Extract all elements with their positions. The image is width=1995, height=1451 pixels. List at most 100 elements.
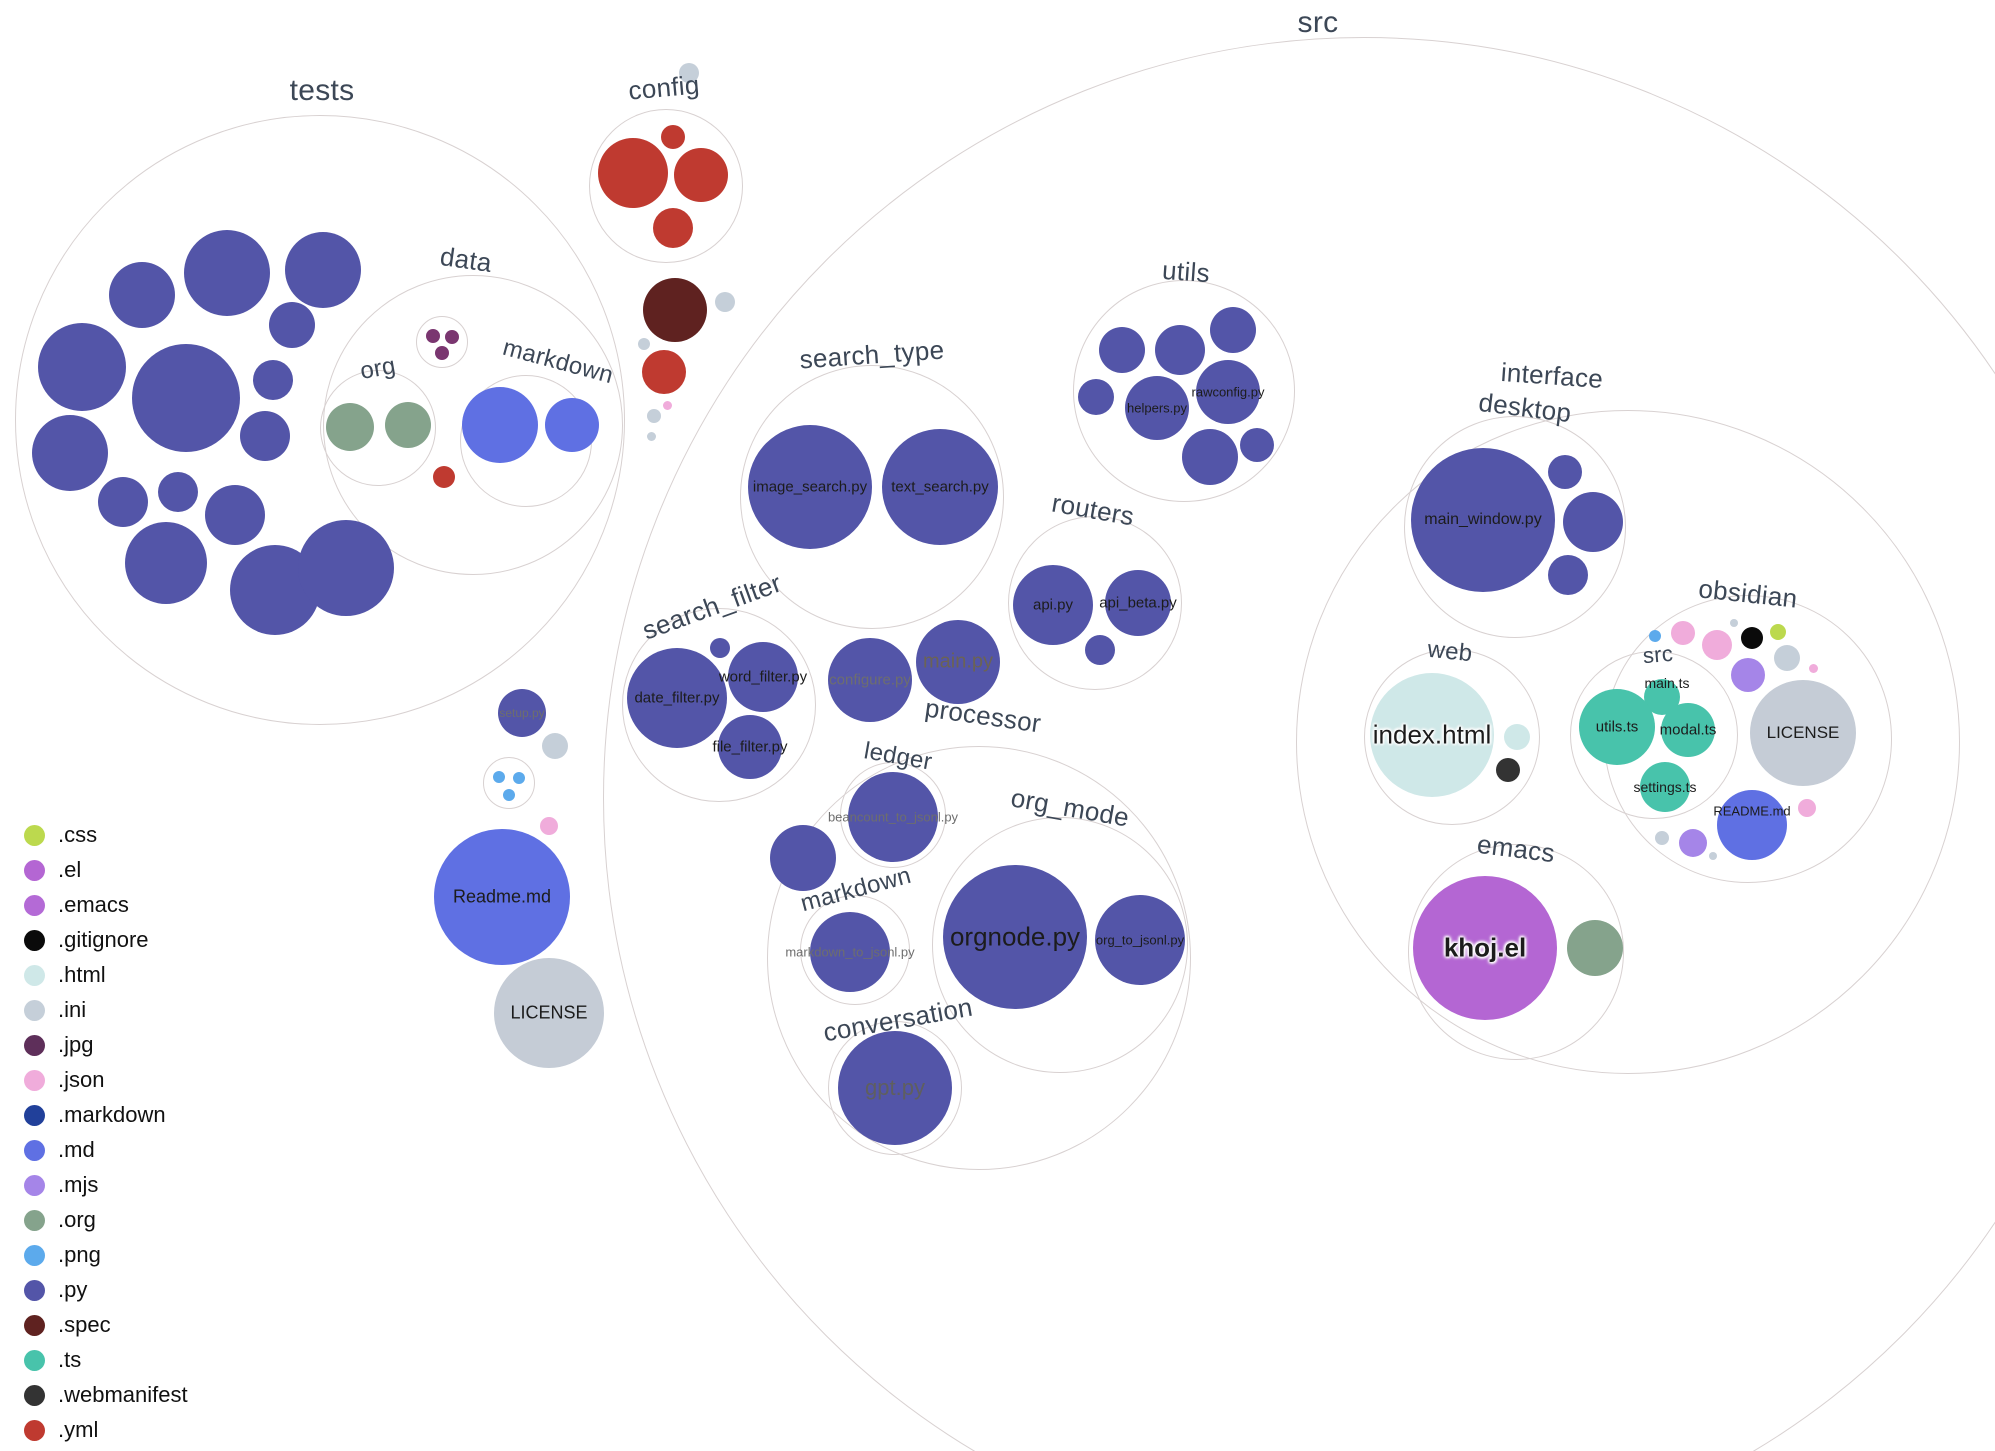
file-circle-yml-23[interactable] xyxy=(598,138,668,208)
folder-circle-tests[interactable] xyxy=(15,115,625,725)
file-circle-khoj.el[interactable] xyxy=(1413,876,1557,1020)
file-circle-spec-28[interactable] xyxy=(643,278,707,342)
file-circle-html-73[interactable] xyxy=(1504,724,1530,750)
file-circle-png-39[interactable] xyxy=(503,789,515,801)
file-circle-py-70[interactable] xyxy=(1563,492,1623,552)
file-circle-jpg-20[interactable] xyxy=(426,329,440,343)
file-circle-configure.py[interactable] xyxy=(828,638,912,722)
file-circle-LICENSE[interactable] xyxy=(1750,680,1856,786)
file-circle-gitignore-87[interactable] xyxy=(1741,627,1763,649)
file-circle-yml-26[interactable] xyxy=(653,208,693,248)
file-circle-yml-25[interactable] xyxy=(674,148,728,202)
file-circle-py-60[interactable] xyxy=(1182,429,1238,485)
file-circle-yml-31[interactable] xyxy=(642,350,686,394)
file-circle-org-76[interactable] xyxy=(1567,920,1623,976)
file-circle-py-61[interactable] xyxy=(1240,428,1274,462)
file-circle-date_filter.py[interactable] xyxy=(627,648,727,748)
folder-circle-conversation[interactable] xyxy=(828,1021,962,1155)
file-circle-jpg-22[interactable] xyxy=(435,346,449,360)
file-circle-webmanifest-74[interactable] xyxy=(1496,758,1520,782)
file-circle-api.py[interactable] xyxy=(1013,565,1093,645)
folder-circle-routers[interactable] xyxy=(1008,516,1182,690)
file-circle-utils.ts[interactable] xyxy=(1579,689,1655,765)
file-circle-py-54[interactable] xyxy=(1099,327,1145,373)
file-circle-md-18[interactable] xyxy=(545,398,599,452)
file-circle-json-84[interactable] xyxy=(1671,621,1695,645)
file-circle-markdown_to_jsonl.py[interactable] xyxy=(810,912,890,992)
file-circle-LICENSE[interactable] xyxy=(494,958,604,1068)
file-circle-rawconfig.py[interactable] xyxy=(1196,360,1260,424)
file-circle-py-62[interactable] xyxy=(770,825,836,891)
folder-circle-org_mode[interactable] xyxy=(932,817,1188,1073)
file-circle-py-0[interactable] xyxy=(184,230,270,316)
file-circle-ini-94[interactable] xyxy=(1709,852,1717,860)
file-circle-py-48[interactable] xyxy=(710,638,730,658)
file-circle-py-56[interactable] xyxy=(1210,307,1256,353)
file-circle-json-40[interactable] xyxy=(540,817,558,835)
file-circle-py-7[interactable] xyxy=(240,411,290,461)
file-circle-org-16[interactable] xyxy=(385,402,431,448)
file-circle-py-53[interactable] xyxy=(1085,635,1115,665)
file-circle-ini-33[interactable] xyxy=(647,409,661,423)
file-circle-README.md[interactable] xyxy=(1717,790,1787,860)
file-circle-ini-36[interactable] xyxy=(542,733,568,759)
file-circle-word_filter.py[interactable] xyxy=(728,642,798,712)
file-circle-ini-89[interactable] xyxy=(1774,645,1800,671)
file-circle-py-2[interactable] xyxy=(109,262,175,328)
folder-circle-processor-markdown[interactable] xyxy=(800,895,910,1005)
folder-circle-desktop[interactable] xyxy=(1404,416,1626,638)
file-circle-py-6[interactable] xyxy=(253,360,293,400)
file-circle-main_window.py[interactable] xyxy=(1411,448,1555,592)
file-circle-settings.ts[interactable] xyxy=(1640,762,1690,812)
file-circle-json-91[interactable] xyxy=(1808,663,1818,673)
file-circle-yml-19[interactable] xyxy=(433,466,455,488)
folder-circle-search_filter[interactable] xyxy=(622,608,816,802)
file-circle-helpers.py[interactable] xyxy=(1125,376,1189,440)
file-circle-ini-34[interactable] xyxy=(646,431,656,441)
folder-circle-config[interactable] xyxy=(589,109,743,263)
file-circle-index.html[interactable] xyxy=(1370,673,1494,797)
file-circle-ini-86[interactable] xyxy=(1730,619,1738,627)
file-circle-ini-92[interactable] xyxy=(1655,831,1669,845)
file-circle-mjs-90[interactable] xyxy=(1731,658,1765,692)
file-circle-png-38[interactable] xyxy=(513,772,525,784)
file-circle-api_beta.py[interactable] xyxy=(1105,570,1171,636)
file-circle-py-11[interactable] xyxy=(205,485,265,545)
file-circle-jpg-21[interactable] xyxy=(445,330,459,344)
file-circle-mjs-93[interactable] xyxy=(1679,829,1707,857)
file-circle-ini-29[interactable] xyxy=(715,292,735,312)
folder-circle-data-images[interactable] xyxy=(416,316,468,368)
file-circle-py-12[interactable] xyxy=(125,522,207,604)
folder-circle-interface[interactable] xyxy=(1296,410,1960,1074)
file-circle-py-4[interactable] xyxy=(132,344,240,452)
file-circle-py-69[interactable] xyxy=(1548,455,1582,489)
file-circle-Readme.md[interactable] xyxy=(434,829,570,965)
file-circle-beancount_to_jsonl.py[interactable] xyxy=(848,772,938,862)
file-circle-py-5[interactable] xyxy=(269,302,315,348)
file-circle-json-32[interactable] xyxy=(662,400,672,410)
file-circle-py-55[interactable] xyxy=(1155,325,1205,375)
file-circle-py-1[interactable] xyxy=(285,232,361,308)
file-circle-png-83[interactable] xyxy=(1649,630,1661,642)
file-circle-py-8[interactable] xyxy=(32,415,108,491)
folder-circle-web[interactable] xyxy=(1364,649,1540,825)
folder-circle-search_type[interactable] xyxy=(740,365,1004,629)
file-circle-md-17[interactable] xyxy=(462,387,538,463)
folder-circle-utils[interactable] xyxy=(1073,280,1295,502)
file-circle-json-85[interactable] xyxy=(1702,630,1732,660)
file-circle-orgnode.py[interactable] xyxy=(943,865,1087,1009)
folder-circle-emacs[interactable] xyxy=(1408,844,1624,1060)
file-circle-py-14[interactable] xyxy=(298,520,394,616)
folder-circle-obsidian-src[interactable] xyxy=(1570,651,1738,819)
file-circle-yml-24[interactable] xyxy=(661,125,685,149)
file-circle-py-57[interactable] xyxy=(1078,379,1114,415)
file-circle-text_search.py[interactable] xyxy=(882,429,998,545)
file-circle-py-71[interactable] xyxy=(1548,555,1588,595)
file-circle-org_to_jsonl.py[interactable] xyxy=(1095,895,1185,985)
file-circle-setup.py[interactable] xyxy=(498,689,546,737)
folder-circle-ledger[interactable] xyxy=(840,762,946,868)
file-circle-py-10[interactable] xyxy=(158,472,198,512)
folder-circle-setup-images[interactable] xyxy=(483,757,535,809)
file-circle-ini-30[interactable] xyxy=(638,338,650,350)
folder-circle-org[interactable] xyxy=(320,370,436,486)
